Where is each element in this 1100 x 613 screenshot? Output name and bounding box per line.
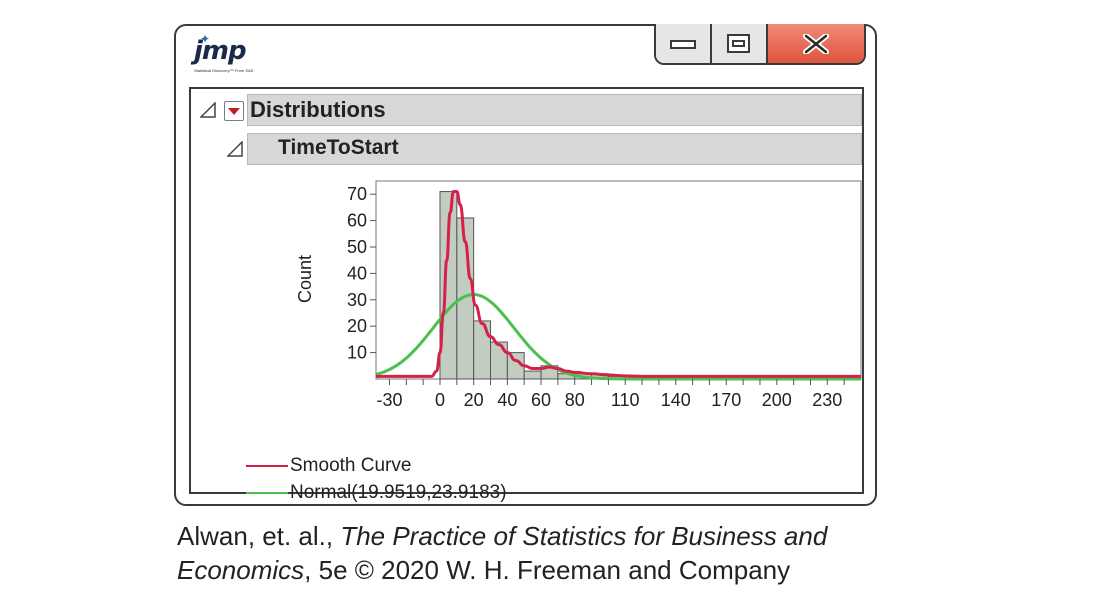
y-tick-label: 10	[347, 343, 367, 363]
smooth-curve	[376, 190, 861, 378]
histogram-chart: Count 10 20 30 40 50 60 70 -30 0 20 40 60 80 110 140 17…	[295, 180, 862, 409]
y-axis-label: Count	[295, 255, 315, 303]
x-tick-label: 140	[661, 390, 691, 409]
x-tick-label: -30	[376, 390, 402, 409]
variable-title: TimeToStart	[278, 136, 399, 159]
histogram-bar	[490, 341, 508, 380]
legend-label: Smooth Curve	[290, 455, 412, 476]
legend-item-smooth-curve: Smooth Curve	[246, 455, 411, 477]
x-tick-label: 170	[711, 390, 741, 409]
distributions-menu-icon[interactable]	[224, 101, 244, 121]
y-tick-label: 70	[347, 184, 367, 204]
legend-item-normal: Normal(19.9519,23.9183)	[246, 482, 507, 504]
y-tick-label: 40	[347, 263, 367, 283]
caption-line-2: Economics, 5e © 2020 W. H. Freeman and C…	[177, 553, 827, 587]
normal-curve	[375, 292, 861, 381]
jmp-window: ✦ jmp Statistical Discovery™ From SAS.	[174, 24, 877, 506]
legend-swatch	[246, 465, 288, 467]
x-tick-label: 20	[464, 390, 484, 409]
y-tick-label: 20	[347, 316, 367, 336]
timetostart-header[interactable]	[247, 133, 862, 165]
jmp-logo: ✦ jmp Statistical Discovery™ From SAS.	[194, 32, 254, 82]
x-tick-label: 230	[812, 390, 842, 409]
close-button[interactable]	[768, 24, 864, 63]
x-tick-label: 110	[611, 390, 640, 409]
x-tick-label: 80	[565, 390, 585, 409]
close-icon	[803, 33, 829, 54]
logo-text: jmp	[194, 36, 247, 66]
y-tick-label: 30	[347, 290, 367, 310]
outline-title: Distributions	[250, 97, 386, 122]
y-tick-label: 60	[347, 211, 367, 231]
caption-line-1: Alwan, et. al., The Practice of Statisti…	[177, 519, 827, 553]
collapse-triangle-icon[interactable]	[227, 141, 243, 157]
y-tick-label: 50	[347, 237, 367, 257]
caption-title-cont: Economics	[177, 555, 305, 585]
histogram-bar	[523, 370, 542, 380]
caption-author: Alwan, et. al.,	[177, 521, 341, 551]
logo-star-icon: ✦	[200, 32, 211, 46]
minimize-button[interactable]	[656, 24, 712, 63]
restore-button[interactable]	[712, 24, 768, 63]
x-tick-label: 60	[531, 390, 551, 409]
distributions-header[interactable]	[247, 94, 862, 126]
legend-label: Normal(19.9519,23.9183)	[290, 482, 507, 503]
logo-tagline: Statistical Discovery™ From SAS.	[194, 68, 255, 73]
histogram-bar	[473, 320, 492, 380]
collapse-triangle-icon[interactable]	[200, 102, 216, 118]
restore-icon	[727, 33, 750, 53]
x-tick-label: 40	[497, 390, 517, 409]
figure-caption: Alwan, et. al., The Practice of Statisti…	[177, 519, 827, 587]
legend-swatch	[246, 492, 288, 494]
x-tick-label: 0	[435, 390, 445, 409]
minimize-icon	[670, 39, 696, 49]
window-controls	[654, 24, 866, 65]
caption-title: The Practice of Statistics for Business …	[340, 521, 828, 551]
x-tick-label: 200	[762, 390, 792, 409]
report-content: Distributions TimeToStart Count 10 20 30 40…	[189, 87, 864, 503]
caption-publisher: , 5e © 2020 W. H. Freeman and Company	[304, 555, 791, 585]
